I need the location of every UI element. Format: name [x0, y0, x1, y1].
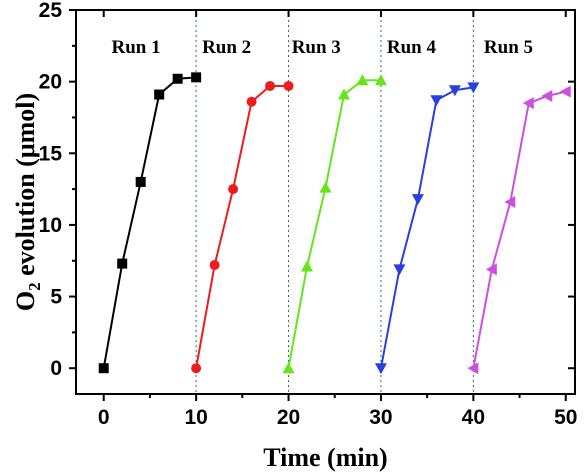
data-point-run-2-4 — [265, 80, 276, 91]
y-tick-label-15: 15 — [39, 142, 63, 165]
x-axis-label: Time (min) — [263, 443, 387, 472]
data-point-run-5-0 — [467, 362, 479, 375]
series-line-run-3 — [287, 79, 381, 369]
series-run-2 — [191, 80, 294, 374]
x-tick-label-20: 20 — [277, 406, 300, 429]
data-point-run-3-3 — [337, 88, 350, 100]
data-series — [98, 72, 571, 375]
data-point-run-4-3 — [430, 95, 443, 107]
run-label-1: Run 1 — [112, 37, 161, 58]
data-point-run-1-5 — [191, 72, 202, 83]
x-tick-label-40: 40 — [462, 406, 485, 429]
y-axis-label: O2 evolution (μmol) — [11, 93, 44, 311]
x-tick-label-30: 30 — [369, 406, 392, 429]
y-tick-label-20: 20 — [39, 71, 62, 94]
series-run-5 — [467, 85, 571, 375]
run-label-2: Run 2 — [202, 37, 251, 58]
data-point-run-3-1 — [301, 260, 314, 272]
plot-frame — [75, 9, 576, 395]
data-point-run-5-2 — [504, 196, 516, 208]
run-dividers — [195, 10, 474, 394]
data-point-run-4-5 — [467, 82, 480, 94]
axis-ticks: 0 10 20 30 40 50 0 5 10 15 20 25 — [39, 0, 578, 429]
data-point-run-5-4 — [541, 89, 553, 102]
y-tick-label-0: 0 — [50, 357, 62, 380]
data-point-run-1-2 — [135, 176, 146, 187]
run-label-5: Run 5 — [484, 37, 533, 58]
y-axis-label-subscript: 2 — [25, 282, 44, 291]
series-run-4 — [374, 82, 480, 375]
series-line-run-4 — [379, 86, 474, 369]
data-point-run-5-3 — [522, 97, 534, 110]
data-point-run-4-0 — [374, 363, 387, 375]
data-point-run-2-2 — [228, 184, 239, 195]
data-point-run-2-3 — [246, 96, 257, 107]
data-point-run-1-0 — [98, 363, 109, 374]
data-point-run-4-2 — [411, 194, 424, 206]
x-tick-label-50: 50 — [554, 406, 577, 429]
series-line-run-5 — [472, 90, 566, 369]
data-point-run-1-1 — [117, 258, 128, 269]
y-axis-label-main: O — [11, 291, 40, 311]
y-tick-label-5: 5 — [50, 286, 62, 309]
y-tick-label-10: 10 — [39, 214, 62, 237]
data-point-run-3-0 — [282, 362, 295, 374]
y-axis-label-rest: evolution (μmol) — [11, 93, 40, 283]
data-point-run-3-2 — [319, 181, 332, 193]
run-label-3: Run 3 — [292, 37, 341, 58]
data-point-run-3-4 — [356, 74, 369, 86]
series-line-run-2 — [195, 84, 289, 369]
data-point-run-1-4 — [172, 73, 183, 84]
data-point-run-2-1 — [209, 260, 220, 271]
run-labels: Run 1 Run 2 Run 3 Run 4 Run 5 — [112, 37, 534, 58]
series-run-3 — [282, 74, 387, 374]
data-point-run-5-1 — [485, 263, 497, 276]
data-point-run-5-5 — [559, 85, 571, 98]
y-tick-label-25: 25 — [39, 0, 63, 22]
x-tick-label-0: 0 — [98, 406, 110, 429]
data-point-run-4-4 — [448, 85, 461, 97]
data-point-run-1-3 — [154, 89, 165, 100]
run-label-4: Run 4 — [387, 37, 437, 58]
x-tick-label-10: 10 — [184, 406, 207, 429]
data-point-run-3-5 — [374, 74, 387, 86]
data-point-run-4-1 — [393, 264, 406, 276]
data-point-run-2-0 — [191, 363, 202, 374]
data-point-run-2-5 — [283, 80, 294, 91]
series-line-run-1 — [102, 76, 197, 369]
series-run-1 — [98, 72, 202, 374]
